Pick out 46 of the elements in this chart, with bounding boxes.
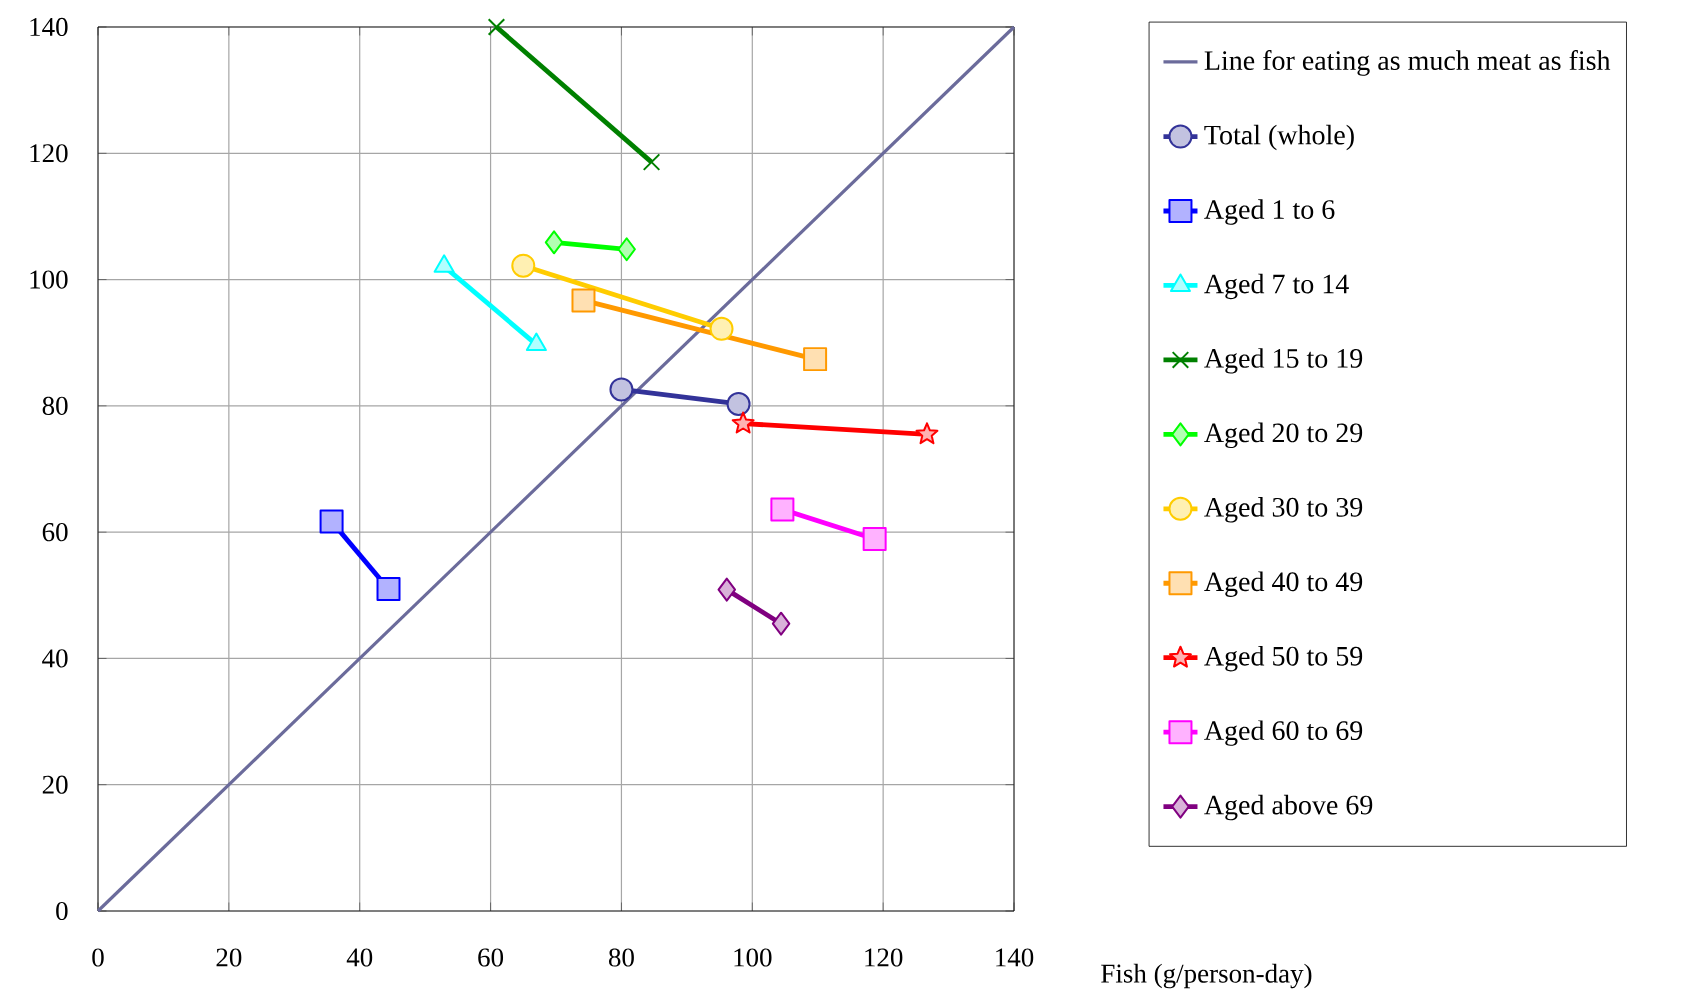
legend-label: Aged 30 to 39 bbox=[1204, 497, 1363, 523]
point bbox=[770, 497, 795, 522]
point bbox=[511, 253, 536, 278]
legend-label: Aged 1 to 6 bbox=[1204, 199, 1335, 225]
y-tick-label: 40 bbox=[42, 649, 68, 668]
point bbox=[731, 411, 755, 434]
x-tick-label: 60 bbox=[478, 948, 504, 967]
x-tick-label: 0 bbox=[92, 948, 104, 967]
point bbox=[617, 237, 636, 262]
legend-label: Aged 50 to 59 bbox=[1204, 645, 1363, 672]
legend-label: Aged 7 to 14 bbox=[1204, 273, 1349, 300]
y-tick-label: 60 bbox=[42, 523, 68, 542]
point bbox=[571, 288, 596, 313]
point bbox=[726, 391, 751, 416]
point bbox=[609, 377, 634, 402]
y-tick-label: 120 bbox=[30, 144, 68, 163]
point bbox=[771, 611, 791, 636]
point bbox=[642, 153, 661, 171]
y-tick-label: 0 bbox=[56, 901, 68, 921]
x-tick-label: 20 bbox=[216, 948, 242, 967]
legend-label: Total (whole) bbox=[1204, 124, 1354, 151]
point bbox=[803, 347, 828, 372]
legend-label: Aged 20 to 29 bbox=[1204, 422, 1363, 449]
point bbox=[544, 230, 564, 255]
x-tick-label: 140 bbox=[996, 948, 1034, 967]
point bbox=[862, 527, 887, 552]
x-tick-label: 80 bbox=[608, 948, 634, 967]
y-tick-label: 100 bbox=[30, 270, 68, 289]
point bbox=[376, 576, 401, 601]
point bbox=[717, 577, 737, 602]
legend-label: Aged 40 to 49 bbox=[1204, 571, 1363, 597]
y-tick-label: 20 bbox=[42, 775, 68, 794]
x-tick-label: 120 bbox=[865, 948, 903, 967]
legend-label: Line for eating as much meat as fish bbox=[1204, 50, 1611, 76]
x-tick-label: 100 bbox=[734, 948, 772, 967]
x-tick-label: 40 bbox=[346, 948, 373, 967]
y-tick-label: 80 bbox=[42, 396, 68, 415]
point bbox=[915, 422, 939, 445]
point bbox=[709, 316, 734, 341]
legend-label: Aged 15 to 19 bbox=[1204, 348, 1363, 374]
point bbox=[319, 509, 344, 534]
legend-label: Aged above 69 bbox=[1204, 794, 1373, 821]
x-axis-title: Fish (g/person-day) bbox=[1101, 963, 1312, 989]
point bbox=[487, 18, 506, 36]
y-tick-label: 140 bbox=[30, 17, 68, 37]
legend-label: Aged 60 to 69 bbox=[1204, 720, 1363, 746]
